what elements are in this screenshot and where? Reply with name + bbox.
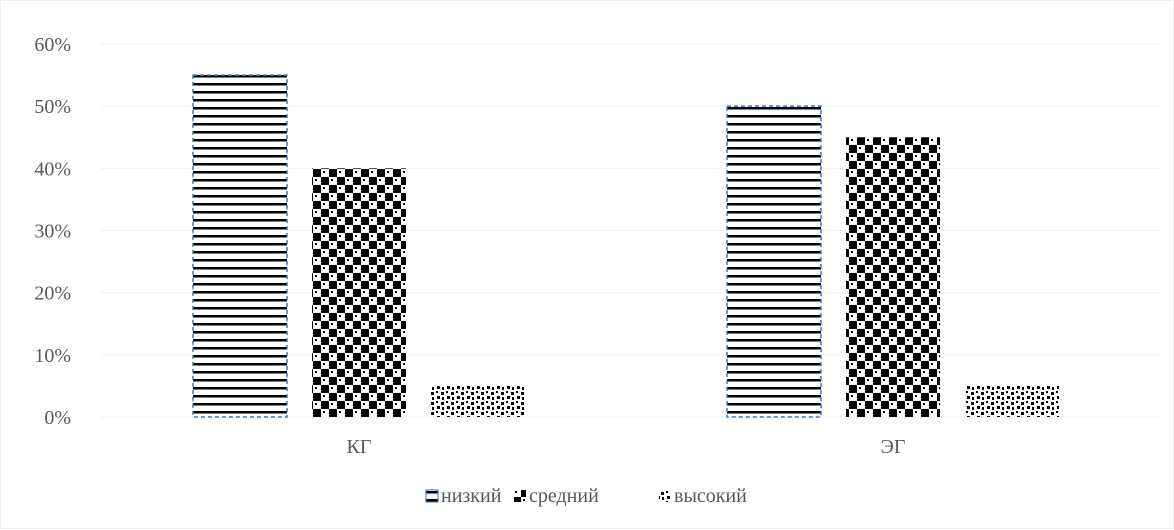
bar-высокий-ЭГ [965, 385, 1059, 417]
y-tick-label: 30% [34, 221, 71, 243]
bar-высокий-КГ [431, 385, 525, 417]
y-axis-ticks: 0% 10% 20% 30% 40% 50% 60% [34, 34, 71, 429]
legend: низкий средний высокий [425, 485, 747, 507]
x-category-label: КГ [347, 436, 372, 458]
y-tick-label: 20% [34, 283, 71, 305]
bar-средний-КГ [312, 168, 406, 417]
y-tick-label: 60% [34, 34, 71, 56]
y-tick-label: 50% [34, 96, 71, 118]
legend-swatch-средний [514, 490, 526, 502]
y-tick-label: 10% [34, 345, 71, 367]
legend-label-высокий: высокий [674, 485, 747, 507]
x-axis-categories: КГ ЭГ [347, 436, 906, 458]
x-category-label: ЭГ [881, 436, 906, 458]
legend-swatch-низкий [425, 489, 439, 503]
y-tick-label: 0% [44, 407, 71, 429]
legend-label-низкий: низкий [441, 485, 502, 507]
bar-низкий-ЭГ [726, 105, 822, 418]
bars [192, 74, 1059, 418]
y-tick-label: 40% [34, 158, 71, 180]
bar-низкий-КГ [192, 74, 288, 418]
legend-swatch-высокий [659, 490, 671, 502]
legend-label-средний: средний [529, 485, 599, 507]
bar-средний-ЭГ [846, 137, 940, 417]
